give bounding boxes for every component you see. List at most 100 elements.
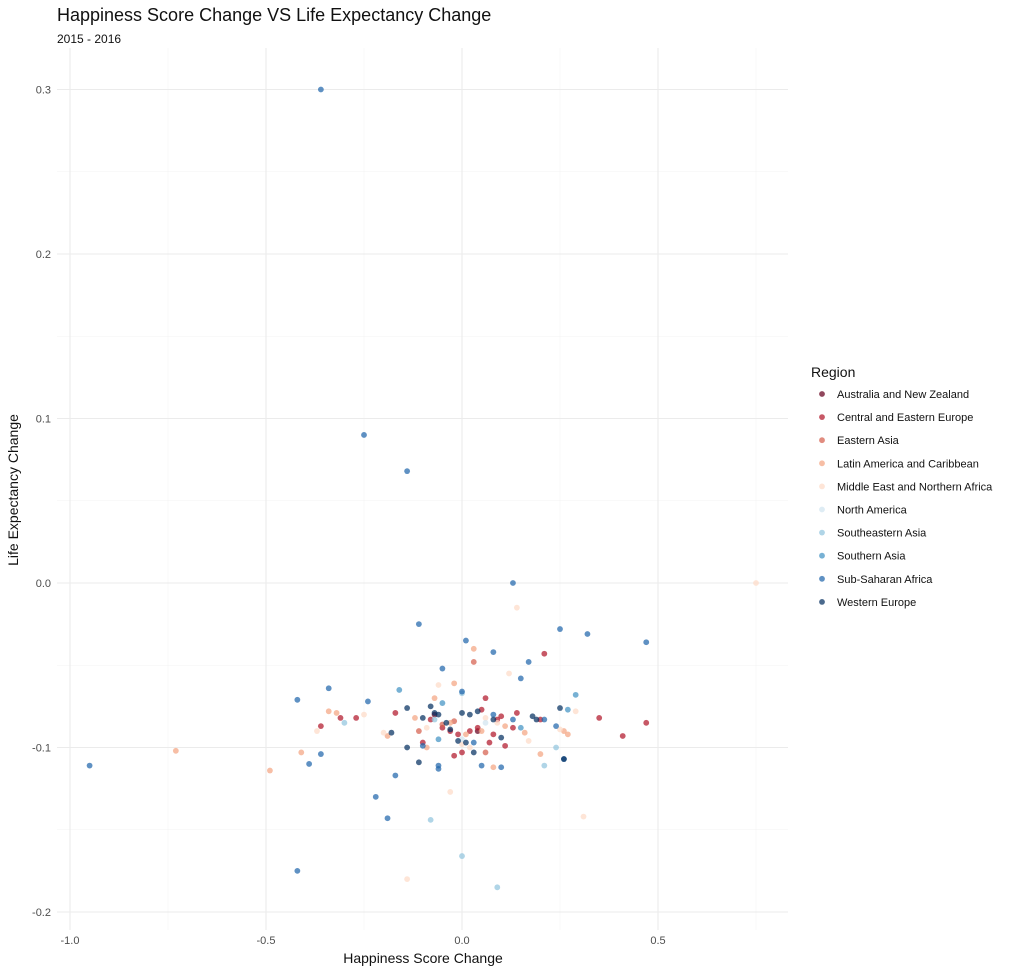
legend-key	[819, 552, 825, 559]
data-point	[466, 728, 473, 734]
legend: Region Australia and New Zealand Central …	[811, 364, 993, 609]
data-point	[541, 650, 548, 657]
data-point	[435, 682, 442, 688]
data-point	[431, 695, 438, 702]
data-point	[506, 670, 512, 677]
data-point	[553, 723, 559, 730]
data-point	[470, 659, 477, 665]
data-point	[584, 631, 591, 637]
data-point	[337, 714, 344, 721]
data-point	[459, 710, 465, 716]
data-point	[470, 739, 477, 746]
legend-label: Western Europe	[837, 597, 916, 609]
data-point	[325, 708, 332, 715]
data-point	[529, 713, 536, 720]
data-point	[521, 729, 528, 736]
data-point	[510, 716, 516, 723]
data-point	[415, 621, 422, 628]
data-point	[498, 734, 505, 741]
data-point	[396, 687, 403, 693]
legend-label: Southeastern Asia	[837, 528, 927, 540]
data-point	[392, 772, 399, 779]
legend-label: Latin America and Caribbean	[837, 458, 979, 470]
data-point	[533, 716, 540, 723]
data-point	[466, 744, 473, 751]
data-point	[415, 728, 422, 734]
data-point	[361, 711, 367, 718]
data-point	[439, 700, 446, 706]
legend-key	[819, 414, 825, 420]
data-point	[447, 726, 454, 733]
data-point	[384, 733, 391, 739]
data-point	[557, 626, 563, 632]
data-point	[404, 468, 411, 475]
x-tick-label: 0.5	[650, 935, 665, 947]
data-point	[388, 729, 395, 736]
y-tick-label: 0.1	[36, 414, 51, 426]
data-point	[463, 739, 469, 746]
data-point	[490, 649, 497, 655]
data-point	[643, 719, 650, 726]
legend-label: Central and Eastern Europe	[837, 412, 973, 424]
data-point	[412, 714, 418, 721]
data-point	[564, 706, 571, 713]
legend-title: Region	[811, 364, 855, 380]
data-point	[294, 867, 301, 874]
data-point	[572, 708, 579, 715]
legend-label: Australia and New Zealand	[837, 389, 969, 401]
data-point	[353, 714, 360, 721]
data-point	[431, 716, 438, 723]
data-point	[513, 710, 520, 716]
data-point	[267, 767, 273, 774]
data-point	[372, 793, 379, 800]
data-point	[490, 711, 497, 718]
data-point	[486, 739, 493, 746]
data-point	[498, 764, 505, 771]
data-point	[510, 580, 516, 586]
data-point	[404, 744, 411, 751]
data-point	[490, 731, 497, 738]
data-point	[172, 747, 179, 754]
data-point	[580, 813, 587, 820]
data-point	[596, 714, 603, 721]
data-point	[384, 815, 391, 822]
data-point	[451, 752, 458, 759]
x-tick-label: 0.0	[454, 935, 469, 947]
data-point	[423, 724, 430, 731]
data-point	[404, 705, 411, 711]
plot-gridlines	[57, 48, 788, 930]
data-point	[435, 736, 442, 743]
data-point	[619, 733, 626, 739]
legend-key	[819, 391, 825, 397]
data-point	[474, 724, 481, 731]
data-point	[392, 710, 399, 716]
data-point	[451, 680, 458, 687]
x-axis-ticks: -1.0 -0.5 0.0 0.5	[61, 935, 666, 947]
legend-label: Middle East and Northern Africa	[837, 481, 993, 493]
data-point	[455, 738, 461, 744]
y-tick-label: 0.2	[36, 249, 51, 261]
legend-key	[819, 599, 825, 605]
y-tick-label: -0.1	[32, 743, 51, 755]
data-point	[482, 695, 489, 702]
data-point	[643, 639, 650, 646]
data-point	[498, 713, 505, 720]
legend-label: Sub-Saharan Africa	[837, 574, 933, 586]
data-point	[435, 711, 442, 718]
data-point	[435, 765, 442, 772]
legend-key	[819, 575, 825, 582]
data-point	[517, 724, 524, 731]
y-tick-label: -0.2	[32, 907, 51, 919]
data-point	[525, 659, 532, 665]
data-point	[427, 816, 434, 823]
data-point	[415, 759, 422, 766]
data-point	[439, 665, 446, 672]
legend-label: North America	[837, 505, 908, 517]
legend-label: Eastern Asia	[837, 435, 900, 447]
data-point	[541, 762, 548, 769]
data-point	[404, 876, 411, 882]
legend-key	[819, 460, 825, 467]
data-point	[341, 719, 348, 726]
y-tick-label: 0.3	[36, 85, 51, 97]
